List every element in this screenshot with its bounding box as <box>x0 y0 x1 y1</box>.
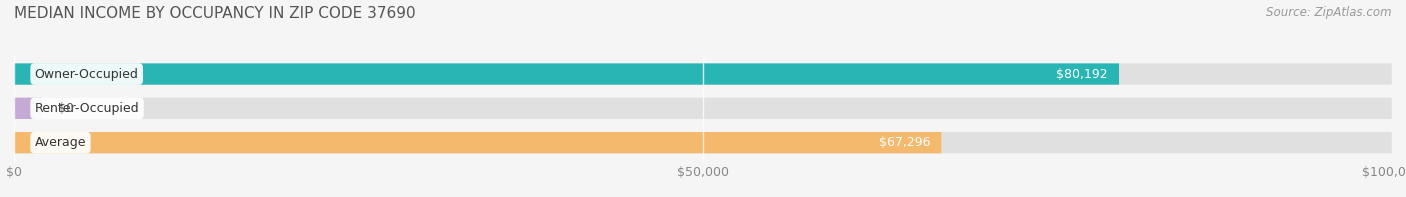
FancyBboxPatch shape <box>14 63 1392 85</box>
FancyBboxPatch shape <box>14 98 1392 119</box>
Text: $67,296: $67,296 <box>879 136 931 149</box>
Text: MEDIAN INCOME BY OCCUPANCY IN ZIP CODE 37690: MEDIAN INCOME BY OCCUPANCY IN ZIP CODE 3… <box>14 6 416 21</box>
Text: Owner-Occupied: Owner-Occupied <box>35 68 139 81</box>
Text: Renter-Occupied: Renter-Occupied <box>35 102 139 115</box>
Text: $80,192: $80,192 <box>1056 68 1108 81</box>
Text: Average: Average <box>35 136 86 149</box>
FancyBboxPatch shape <box>14 132 942 153</box>
FancyBboxPatch shape <box>14 98 42 119</box>
Text: $0: $0 <box>58 102 75 115</box>
FancyBboxPatch shape <box>14 63 1119 85</box>
FancyBboxPatch shape <box>14 132 1392 153</box>
Text: Source: ZipAtlas.com: Source: ZipAtlas.com <box>1267 6 1392 19</box>
